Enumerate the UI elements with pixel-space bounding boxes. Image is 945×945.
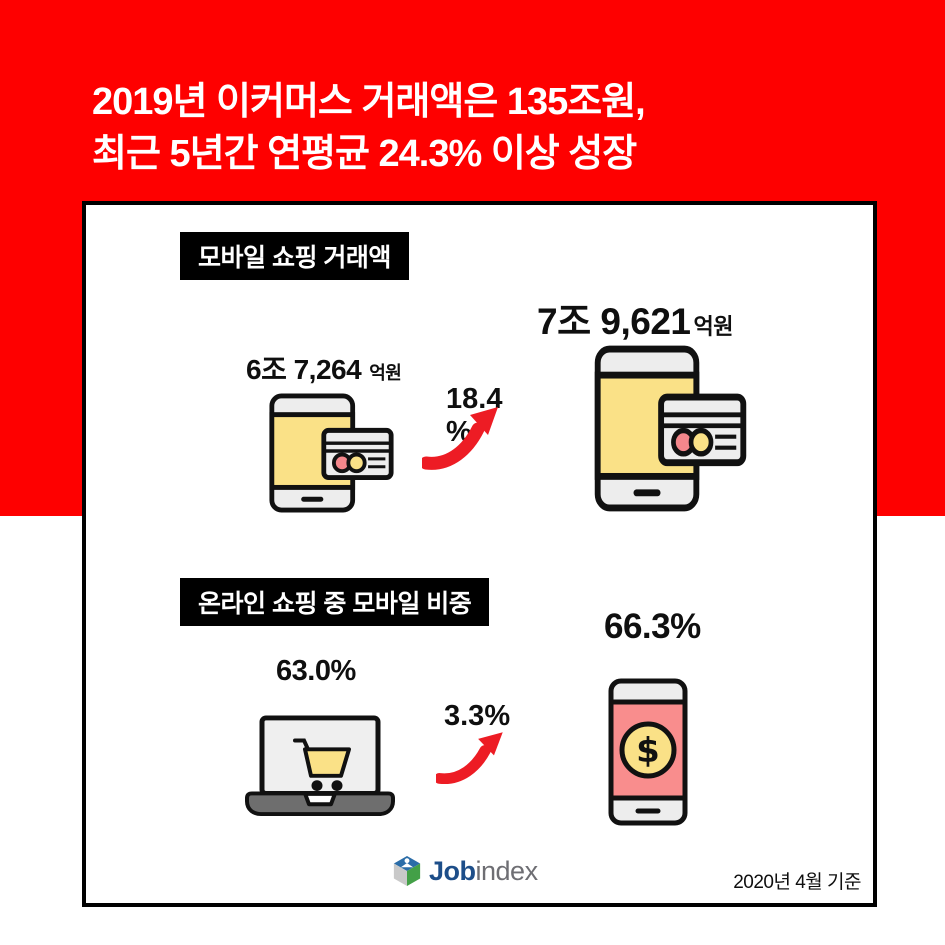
source-note: 2020년 4월 기준 bbox=[733, 872, 861, 893]
logo-text-bold: Job bbox=[429, 855, 476, 886]
page-title-line1: 2019년 이커머스 거래액은 135조원, bbox=[92, 81, 646, 123]
growth-label: 3.3% bbox=[444, 700, 511, 732]
before-amount: 6조 7,264 bbox=[246, 354, 362, 385]
growth-arrow-icon bbox=[422, 407, 498, 470]
svg-text:$: $ bbox=[636, 731, 660, 771]
before-unit: 억원 bbox=[369, 363, 402, 383]
phone-dollar-icon: $ bbox=[608, 678, 688, 826]
before-value: 6조 7,264 억원 bbox=[246, 348, 402, 388]
phone-credit-card-icon bbox=[594, 345, 747, 512]
content-card: 모바일 쇼핑 거래액 6조 7,264 억원 18.4% bbox=[82, 201, 877, 907]
phone-credit-card-icon bbox=[269, 393, 394, 513]
page-title-line2: 최근 5년간 연평균 24.3% 이상 성장 bbox=[92, 133, 637, 175]
after-amount: 7조 9,621 bbox=[537, 301, 691, 342]
jobindex-logo-text: Jobindex bbox=[429, 856, 538, 887]
jobindex-logo: Jobindex bbox=[392, 855, 538, 887]
before-value: 63.0% bbox=[276, 655, 356, 687]
after-value: 7조 9,621 억원 bbox=[537, 291, 733, 345]
growth-arrow-icon bbox=[436, 732, 503, 784]
after-value: 66.3% bbox=[604, 607, 701, 646]
after-unit: 억원 bbox=[693, 314, 734, 339]
section-badge: 모바일 쇼핑 거래액 bbox=[180, 232, 409, 280]
logo-text-regular: index bbox=[475, 855, 539, 886]
laptop-shopping-cart-icon bbox=[245, 715, 395, 817]
page-title: 2019년 이커머스 거래액은 135조원, 최근 5년간 연평균 24.3% … bbox=[92, 76, 646, 180]
section-badge: 온라인 쇼핑 중 모바일 비중 bbox=[180, 578, 490, 626]
jobindex-cube-icon bbox=[393, 856, 421, 886]
